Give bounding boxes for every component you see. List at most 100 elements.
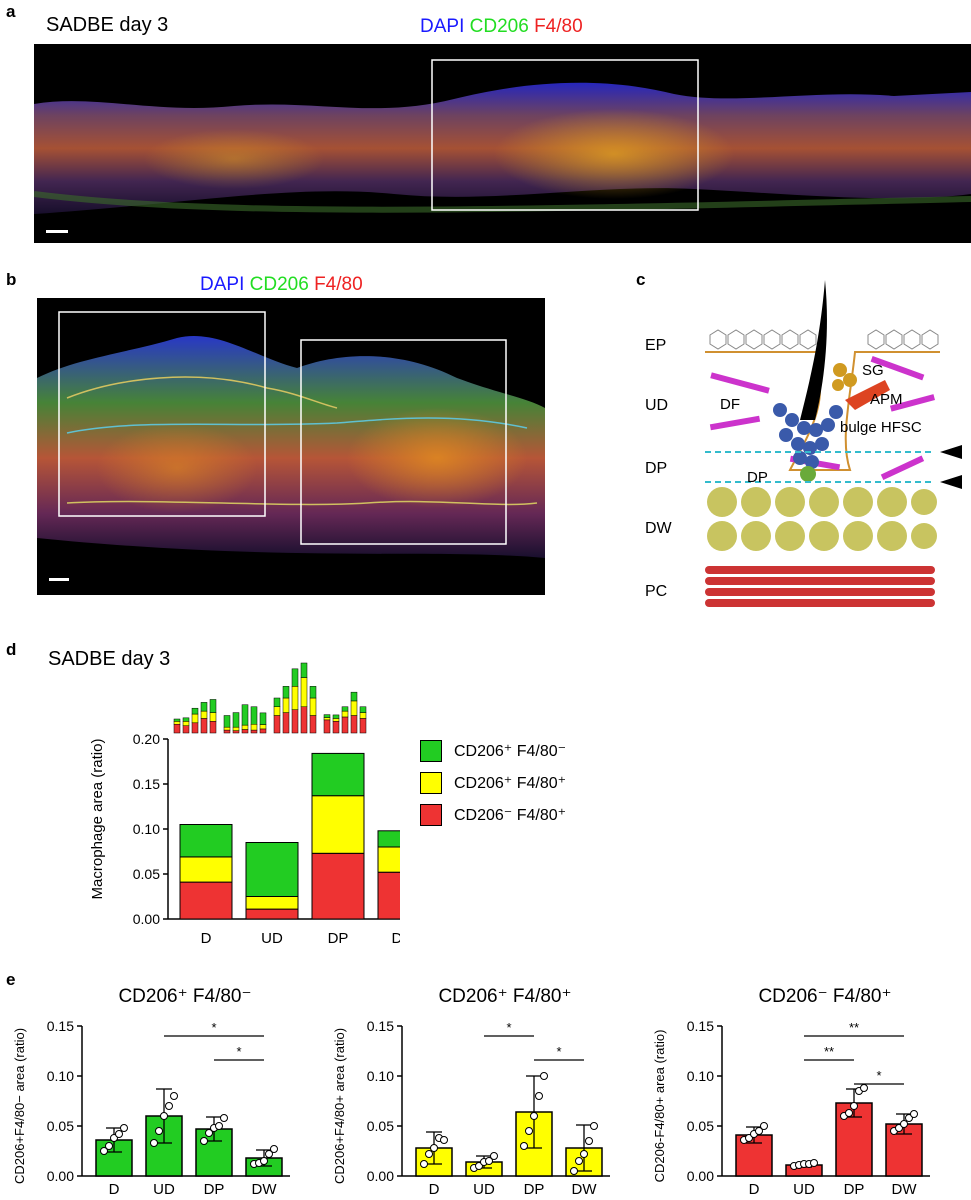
legend-label: CD206⁻ F4/80⁺ bbox=[454, 807, 567, 824]
mini-bar-d-3-seg2 bbox=[191, 707, 199, 715]
data-point-e1 bbox=[120, 1124, 128, 1132]
x-tick-label-e3: DW bbox=[892, 1181, 918, 1198]
panel-b-stain-legend: DAPI CD206 F4/80 bbox=[200, 274, 363, 296]
arrector-pili-muscle bbox=[845, 380, 890, 410]
data-point-e2 bbox=[535, 1092, 543, 1100]
data-point-e2 bbox=[525, 1127, 533, 1135]
arrowhead-lower bbox=[940, 475, 962, 489]
mini-bar-ud-4-seg0 bbox=[250, 729, 258, 734]
legend-swatch bbox=[420, 804, 442, 826]
significance-label-e3: * bbox=[876, 1068, 881, 1083]
x-tick-label-e1: DP bbox=[204, 1181, 225, 1198]
x-tick-label-e3: UD bbox=[793, 1181, 815, 1198]
data-point-e3 bbox=[850, 1102, 858, 1110]
mini-bar-dw-3-seg1 bbox=[341, 710, 349, 718]
panel-letter-a: a bbox=[6, 2, 16, 21]
label-bulge-hfsc: bulge HFSC bbox=[840, 419, 922, 436]
mini-bar-d-5-seg0 bbox=[209, 721, 217, 734]
significance-label-e2: * bbox=[556, 1044, 561, 1059]
mini-bar-ud-1-seg2 bbox=[223, 715, 231, 728]
y-tick-label-e2: 0.05 bbox=[367, 1118, 394, 1134]
mini-bar-dw-3-seg0 bbox=[341, 716, 349, 734]
y-tick-label-d: 0.15 bbox=[133, 776, 160, 792]
mini-bar-dp-3-seg1 bbox=[291, 686, 299, 710]
legend-item: CD206⁺ F4/80⁺ bbox=[420, 772, 566, 794]
stacked-bar-dp-seg1 bbox=[311, 795, 365, 854]
mini-bar-dp-2-seg1 bbox=[282, 697, 290, 713]
mini-bar-dw-1-seg0 bbox=[323, 719, 331, 734]
stain-f480: F4/80 bbox=[314, 274, 363, 295]
stain-dapi: DAPI bbox=[200, 274, 245, 295]
x-tick-label-e3: D bbox=[749, 1181, 760, 1198]
y-tick-label-d: 0.00 bbox=[133, 911, 160, 927]
bulge-cells bbox=[773, 403, 843, 469]
mini-bar-dw-4-seg2 bbox=[350, 691, 358, 702]
layer-label-ud: UD bbox=[645, 397, 668, 414]
mini-bar-ud-2-seg1 bbox=[232, 726, 240, 731]
y-axis-label-e2: CD206+F4/80+ area (ratio) bbox=[332, 1028, 347, 1184]
mini-bar-ud-5-seg1 bbox=[259, 724, 267, 730]
mini-bar-d-3-seg1 bbox=[191, 713, 199, 724]
data-point-e3 bbox=[760, 1122, 768, 1130]
data-point-e1 bbox=[215, 1122, 223, 1130]
stacked-bar-ud-seg1 bbox=[245, 896, 299, 910]
significance-label-e1: * bbox=[211, 1020, 216, 1035]
panel-a-stain-legend: DAPI CD206 F4/80 bbox=[420, 16, 583, 38]
label-sg: SG bbox=[862, 362, 884, 379]
legend-item: CD206⁻ F4/80⁺ bbox=[420, 804, 566, 826]
stacked-bar-d-seg1 bbox=[179, 856, 233, 883]
panel-letter-d: d bbox=[6, 640, 17, 659]
hair-follicle-schematic: EP UD DP DW PC DF SG APM bulge HFSC DP bbox=[645, 280, 962, 607]
mini-bar-dp-2-seg2 bbox=[282, 686, 290, 699]
chart-title-e1: CD206⁺ F4/80⁻ bbox=[118, 986, 251, 1007]
mini-bar-ud-5-seg2 bbox=[259, 712, 267, 725]
data-point-e3 bbox=[910, 1110, 918, 1118]
mini-bar-dw-2-seg1 bbox=[332, 718, 340, 722]
mini-bar-dp-3-seg0 bbox=[291, 709, 299, 734]
epidermis-cells bbox=[709, 329, 939, 350]
data-point-e2 bbox=[585, 1137, 593, 1145]
data-point-e1 bbox=[260, 1157, 268, 1165]
mini-bar-d-5-seg1 bbox=[209, 712, 217, 722]
stain-dapi: DAPI bbox=[420, 16, 465, 37]
data-point-e2 bbox=[540, 1072, 548, 1080]
x-tick-label-e1: D bbox=[109, 1181, 120, 1198]
mini-bar-dp-5-seg1 bbox=[309, 697, 317, 716]
stain-cd206: CD206 bbox=[469, 16, 529, 37]
y-tick-label-e3: 0.15 bbox=[687, 1018, 714, 1034]
mini-bar-ud-4-seg2 bbox=[250, 706, 258, 725]
panel-a-title: SADBE day 3 bbox=[46, 14, 169, 36]
dermal-papilla bbox=[800, 466, 816, 482]
mini-bar-d-4-seg1 bbox=[200, 710, 208, 719]
y-tick-label-e2: 0.10 bbox=[367, 1068, 394, 1084]
data-point-e1 bbox=[160, 1112, 168, 1120]
panniculus-carnosus bbox=[705, 566, 935, 607]
data-point-e3 bbox=[860, 1084, 868, 1092]
y-tick-label-e3: 0.00 bbox=[687, 1168, 714, 1184]
significance-label-e2: * bbox=[506, 1020, 511, 1035]
stacked-bar-ud-seg2 bbox=[245, 842, 299, 897]
legend-swatch bbox=[420, 740, 442, 762]
micrograph-a bbox=[34, 44, 971, 243]
mini-bar-ud-3-seg0 bbox=[241, 729, 249, 734]
mini-bar-ud-5-seg0 bbox=[259, 728, 267, 734]
mini-bar-dp-3-seg2 bbox=[291, 668, 299, 687]
mini-bar-dw-3-seg2 bbox=[341, 706, 349, 712]
mini-bar-dw-4-seg0 bbox=[350, 715, 358, 734]
x-tick-label-e1: DW bbox=[252, 1181, 278, 1198]
x-tick-label-e2: DP bbox=[524, 1181, 545, 1198]
y-tick-label-d: 0.10 bbox=[133, 821, 160, 837]
y-tick-label-d: 0.05 bbox=[133, 866, 160, 882]
data-point-e2 bbox=[530, 1112, 538, 1120]
data-point-e2 bbox=[520, 1142, 528, 1150]
y-tick-label-e3: 0.10 bbox=[687, 1068, 714, 1084]
layer-label-dw: DW bbox=[645, 520, 673, 537]
data-point-e3 bbox=[845, 1109, 853, 1117]
x-tick-label-e1: UD bbox=[153, 1181, 175, 1198]
data-point-e1 bbox=[150, 1139, 158, 1147]
data-point-e1 bbox=[220, 1114, 228, 1122]
mini-bar-dw-1-seg1 bbox=[323, 717, 331, 721]
mini-bar-d-3-seg0 bbox=[191, 722, 199, 734]
legend-label: CD206⁺ F4/80⁺ bbox=[454, 775, 567, 792]
y-tick-label-e1: 0.15 bbox=[47, 1018, 74, 1034]
